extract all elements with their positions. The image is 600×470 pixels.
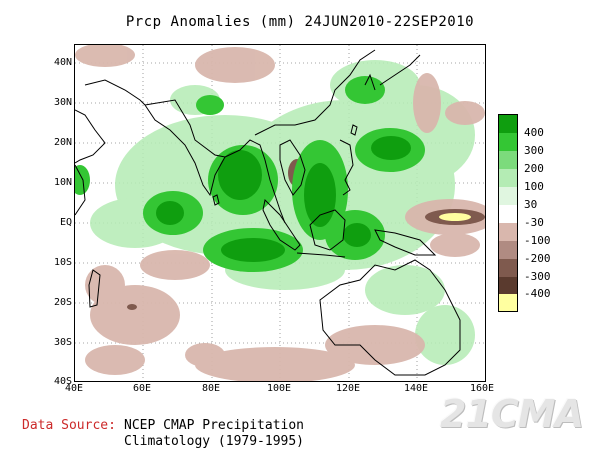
legend-swatch	[499, 151, 517, 169]
color-legend	[498, 114, 518, 312]
data-source-text: NCEP CMAP Precipitation Climatology (197…	[124, 418, 304, 450]
map-title: Prcp Anomalies (mm) 24JUN2010-22SEP2010	[125, 14, 475, 30]
legend-swatch	[499, 277, 517, 294]
lat-label-30s: 30S	[53, 337, 72, 348]
lon-label-60e: 60E	[132, 383, 152, 394]
lat-label-40s: 40S	[53, 376, 72, 387]
legend-swatch	[499, 115, 517, 133]
anomaly-field-negative	[75, 45, 485, 381]
lon-label-40e: 40E	[64, 383, 84, 394]
precipitation-anomaly-map	[74, 44, 486, 382]
legend-label: 300	[524, 144, 544, 157]
legend-label: -30	[524, 216, 544, 229]
lat-label-10s: 10S	[53, 257, 72, 268]
legend-swatch	[499, 133, 517, 151]
lat-label-20n: 20N	[53, 137, 72, 148]
lon-label-120e: 120E	[335, 383, 361, 394]
map-canvas	[75, 45, 485, 381]
legend-swatch	[499, 169, 517, 187]
legend-label: -400	[524, 287, 551, 300]
watermark-logo: 21CMA	[440, 392, 584, 436]
legend-swatch	[499, 241, 517, 259]
data-source-line-2: Climatology (1979-1995)	[124, 434, 305, 449]
legend-label: -300	[524, 270, 551, 283]
legend-swatch	[499, 259, 517, 277]
legend-swatch	[499, 205, 517, 223]
lat-label-30n: 30N	[53, 97, 72, 108]
lon-label-140e: 140E	[403, 383, 429, 394]
anomaly-field-strong-positive	[156, 136, 411, 262]
legend-swatch	[499, 187, 517, 205]
legend-swatch	[499, 294, 517, 311]
legend-label: -200	[524, 252, 551, 265]
lat-label-40n: 40N	[53, 57, 72, 68]
legend-label: 30	[524, 198, 538, 211]
legend-swatch	[499, 223, 517, 241]
legend-label: 100	[524, 180, 544, 193]
legend-label: 200	[524, 162, 544, 175]
lat-label-20s: 20S	[53, 297, 72, 308]
legend-label: -100	[524, 234, 551, 247]
coastlines	[75, 49, 461, 376]
data-source-line-1: NCEP CMAP Precipitation	[124, 418, 305, 433]
lon-label-160e: 160E	[469, 383, 495, 394]
lat-label-eq: EQ	[59, 217, 72, 228]
data-source-label: Data Source:	[22, 418, 116, 433]
lat-label-10n: 10N	[53, 177, 72, 188]
legend-label: 400	[524, 126, 544, 139]
lon-label-100e: 100E	[266, 383, 292, 394]
lon-label-80e: 80E	[201, 383, 221, 394]
